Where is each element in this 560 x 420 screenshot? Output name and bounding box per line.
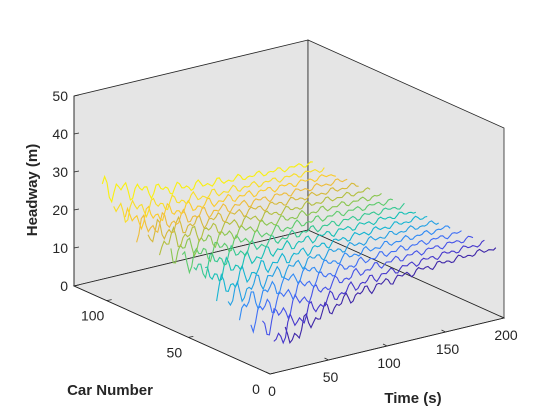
series-line-car-117	[101, 161, 313, 204]
series-line-car-5	[284, 247, 497, 345]
series-line-car-82	[158, 187, 371, 256]
series-line-car-110	[113, 167, 325, 224]
z-tick-mark	[73, 284, 80, 287]
z-tick-mark	[73, 132, 80, 135]
x-tick-label: 100	[377, 355, 401, 371]
series-line-car-75	[170, 192, 382, 264]
z-tick-label: 0	[60, 278, 68, 294]
z-tick-mark	[73, 208, 80, 211]
z-tick-label: 30	[52, 164, 68, 180]
series-line-car-68	[181, 198, 394, 275]
y-tick-mark	[269, 372, 276, 375]
series-line-car-96	[136, 178, 348, 243]
y-tick-mark	[106, 299, 112, 302]
y-tick-label: 100	[81, 308, 105, 324]
tick-layer: 0 50 100 150 200 0 50 100 0 10 20 30 40 50	[52, 88, 517, 399]
z-tick-label: 40	[52, 126, 68, 142]
x-tick-label: 50	[323, 369, 339, 385]
z-tick-mark	[73, 94, 80, 97]
x-axis-label: Time (s)	[384, 390, 441, 407]
z-axis-label: Headway (m)	[24, 144, 41, 237]
series-line-car-61	[193, 202, 405, 280]
series-line-car-103	[124, 174, 336, 231]
y-tick-mark	[188, 335, 194, 338]
series-line-car-54	[205, 211, 417, 282]
series-line-car-33	[238, 225, 451, 321]
z-tick-mark	[73, 246, 80, 249]
series-line-car-40	[227, 220, 439, 307]
x-tick-label: 200	[494, 327, 518, 343]
z-tick-label: 10	[52, 240, 68, 256]
x-tick-mark	[265, 371, 271, 375]
x-tick-label: 0	[268, 383, 276, 399]
x-tick-mark	[441, 329, 446, 333]
x-tick-label: 150	[436, 341, 460, 357]
series-line-car-89	[147, 182, 359, 243]
y-axis-label: Car Number	[67, 382, 153, 399]
z-tick-label: 20	[52, 202, 68, 218]
series-line-car-19	[261, 235, 474, 336]
y-tick-label: 50	[167, 344, 183, 360]
series-line-car-47	[216, 215, 428, 302]
series-line-car-26	[250, 230, 462, 334]
series-layer	[101, 161, 497, 345]
z-tick-label: 50	[52, 88, 68, 104]
x-tick-mark	[499, 315, 505, 319]
z-tick-mark	[73, 170, 80, 173]
y-tick-label: 0	[252, 381, 260, 397]
series-line-car-12	[273, 239, 485, 345]
x-tick-mark	[324, 357, 329, 361]
x-tick-mark	[382, 343, 388, 347]
axes-back-panes	[72, 39, 506, 375]
